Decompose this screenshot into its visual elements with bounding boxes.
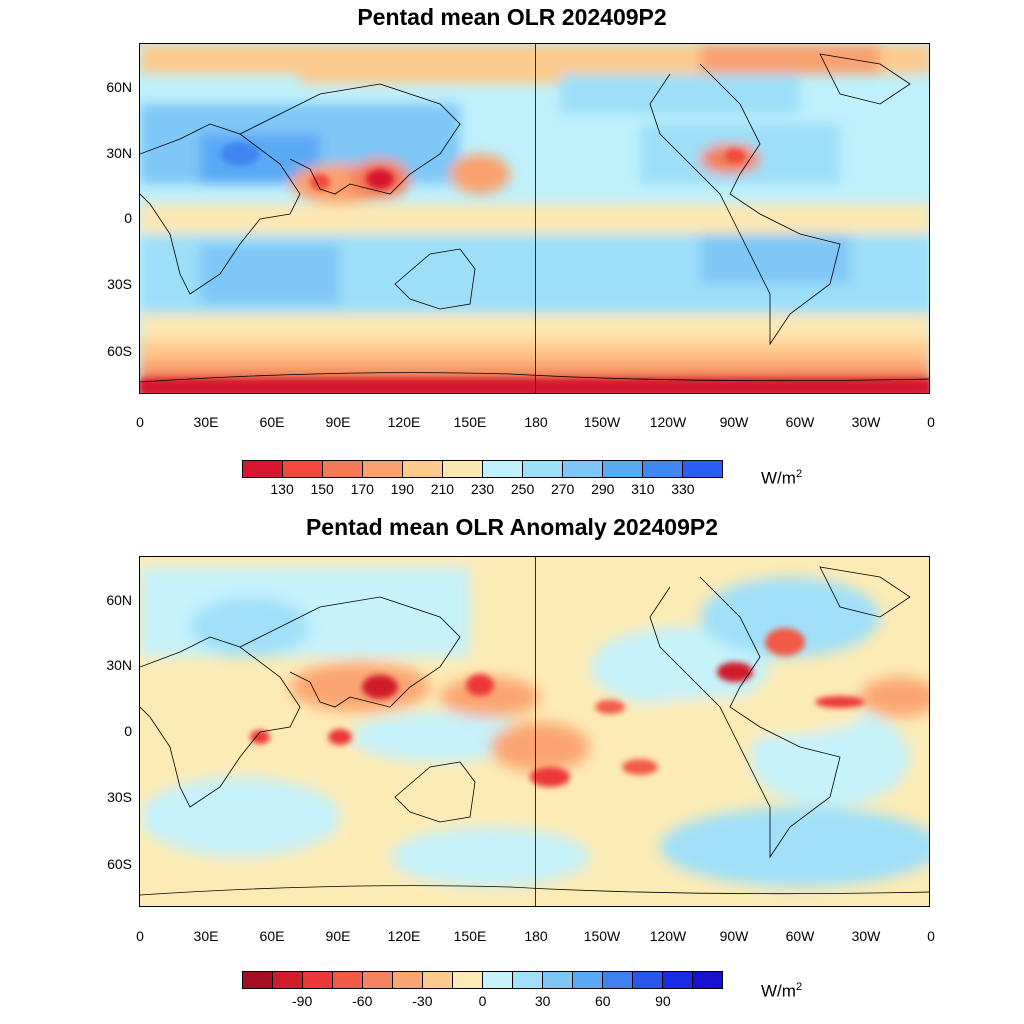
olr-mean-title: Pentad mean OLR 202409P2 (357, 4, 667, 30)
colorbar-swatch (693, 972, 722, 988)
colorbar-label: 190 (390, 481, 414, 497)
lat-label-eq: 0 (124, 210, 132, 226)
colorbar-label: -90 (292, 993, 313, 1009)
lat-label-60s: 60S (107, 343, 132, 359)
colorbar-swatch (523, 461, 563, 477)
lon-label: 0 (136, 414, 144, 430)
colorbar-label: 310 (631, 481, 655, 497)
colorbar-swatch (363, 461, 403, 477)
colorbar-label: 30 (534, 993, 551, 1009)
lon-label: 30E (193, 928, 219, 944)
colorbar-swatch (683, 461, 722, 477)
colorbar-label: 290 (591, 481, 615, 497)
colorbar-swatch (333, 972, 363, 988)
colorbar-label: 0 (478, 993, 487, 1009)
olr-anomaly-colorbar (242, 971, 723, 989)
colorbar-swatch (283, 461, 323, 477)
lat-label-30s: 30S (107, 276, 132, 292)
olr-mean-colorbar (242, 460, 723, 478)
lat-label-60s: 60S (107, 856, 132, 872)
colorbar-label: 210 (430, 481, 455, 497)
olr-mean-coastlines (140, 53, 929, 383)
lat-label-60n: 60N (106, 592, 132, 608)
colorbar-label: 90 (655, 993, 671, 1009)
lon-label: 120E (387, 414, 421, 430)
lon-label: 120W (649, 414, 687, 430)
colorbar-swatch (443, 461, 483, 477)
colorbar-swatch (513, 972, 543, 988)
colorbar-label: 170 (350, 481, 374, 497)
lon-label: 60E (259, 414, 285, 430)
colorbar-label: -60 (352, 993, 373, 1009)
lon-label: 0 (927, 928, 935, 944)
lon-label: 180 (524, 928, 548, 944)
colorbar-swatch (303, 972, 333, 988)
lon-label: 60E (259, 928, 285, 944)
lat-label-60n: 60N (106, 79, 132, 95)
lon-label: 60W (785, 414, 815, 430)
olr-anomaly-coastlines (140, 566, 929, 896)
colorbar-label: 130 (270, 481, 294, 497)
lon-label: 0 (136, 928, 144, 944)
lon-label: 180 (524, 414, 548, 430)
colorbar-swatch (573, 972, 603, 988)
lon-label: 150E (453, 928, 487, 944)
olr-anomaly-field (140, 557, 929, 906)
lon-label: 90E (325, 928, 351, 944)
lon-label: 90W (719, 928, 749, 944)
lon-label: 120E (387, 928, 421, 944)
colorbar-swatch (563, 461, 603, 477)
colorbar-label: 230 (470, 481, 495, 497)
colorbar-swatch (603, 461, 643, 477)
lon-label: 30W (851, 414, 881, 430)
colorbar-label: 150 (310, 481, 334, 497)
lon-label: 150W (583, 414, 621, 430)
olr-anomaly-title: Pentad mean OLR Anomaly 202409P2 (305, 514, 719, 540)
colorbar-swatch (633, 972, 663, 988)
lat-label-30s: 30S (107, 789, 132, 805)
colorbar-swatch (543, 972, 573, 988)
colorbar-swatch (273, 972, 303, 988)
colorbar-swatch (243, 461, 283, 477)
colorbar-label: 330 (671, 481, 695, 497)
lat-label-eq: 0 (124, 723, 132, 739)
lon-label: 150E (453, 414, 487, 430)
colorbar-swatch (363, 972, 393, 988)
olr-mean-field (140, 44, 929, 393)
lon-label: 150W (583, 928, 621, 944)
lon-label: 90E (325, 414, 351, 430)
lon-label: 60W (785, 928, 815, 944)
lon-label: 90W (719, 414, 749, 430)
olr-mean-units: W/m2 (761, 468, 803, 488)
colorbar-label: 270 (550, 481, 575, 497)
colorbar-swatch (403, 461, 443, 477)
colorbar-swatch (483, 461, 523, 477)
lon-label: 120W (649, 928, 687, 944)
colorbar-swatch (643, 461, 683, 477)
colorbar-swatch (393, 972, 423, 988)
colorbar-swatch (323, 461, 363, 477)
colorbar-swatch (603, 972, 633, 988)
colorbar-label: 60 (594, 993, 611, 1009)
colorbar-swatch (243, 972, 273, 988)
colorbar-swatch (423, 972, 453, 988)
lat-label-30n: 30N (106, 657, 132, 673)
olr-mean-map (139, 43, 930, 394)
colorbar-label: 250 (510, 481, 535, 497)
lon-label: 0 (927, 414, 935, 430)
lon-label: 30E (193, 414, 219, 430)
colorbar-label: -30 (412, 993, 433, 1009)
olr-anomaly-units: W/m2 (761, 981, 803, 1001)
olr-anomaly-map (139, 556, 930, 907)
lon-label: 30W (851, 928, 881, 944)
lat-label-30n: 30N (106, 145, 132, 161)
colorbar-swatch (663, 972, 693, 988)
colorbar-swatch (483, 972, 513, 988)
colorbar-swatch (453, 972, 483, 988)
